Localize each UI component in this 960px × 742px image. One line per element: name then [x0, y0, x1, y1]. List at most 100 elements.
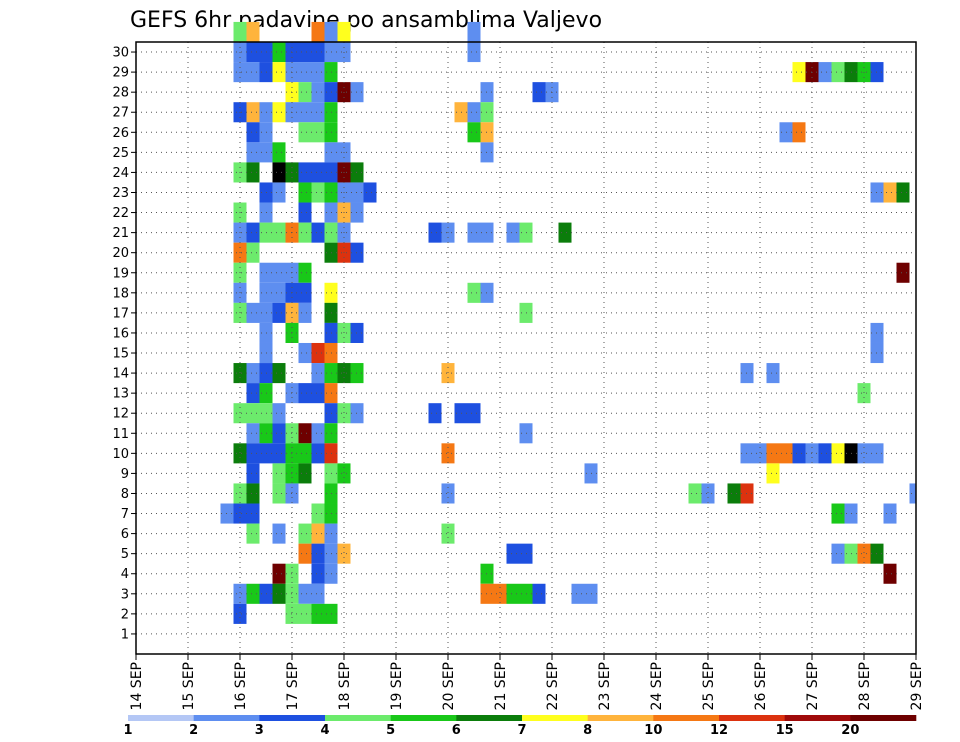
heatmap-cell	[246, 523, 260, 544]
heatmap-cell	[246, 583, 260, 604]
colorbar-swatch	[653, 715, 720, 721]
heatmap-cell	[896, 182, 910, 203]
heatmap-cell	[272, 102, 286, 123]
heatmap-cell	[467, 102, 481, 123]
x-tick-label: 26 SEP	[753, 662, 769, 710]
colorbar-swatch	[456, 715, 523, 721]
heatmap-cell	[558, 222, 572, 243]
heatmap-cell	[272, 443, 286, 464]
heatmap-cell	[311, 383, 325, 404]
colorbar-swatch	[522, 715, 588, 721]
heatmap-cell	[298, 603, 312, 624]
heatmap-cell	[532, 583, 546, 604]
colorbar-tick-label: 15	[776, 723, 794, 738]
heatmap-cell	[233, 21, 247, 42]
heatmap-cell	[246, 363, 260, 384]
heatmap-cell	[298, 42, 312, 63]
heatmap-cell	[311, 342, 325, 364]
heatmap-cell	[467, 122, 481, 143]
colorbar-tick-label: 10	[644, 723, 662, 738]
heatmap-cell	[246, 443, 260, 464]
heatmap-cell	[311, 543, 325, 564]
heatmap-cell	[831, 62, 845, 83]
heatmap-cell	[441, 443, 455, 464]
heatmap-cell	[298, 543, 312, 564]
heatmap-cell	[311, 21, 325, 42]
heatmap-cell	[298, 523, 312, 544]
x-tick-label: 23 SEP	[597, 662, 613, 710]
y-tick-label: 5	[121, 547, 129, 562]
heatmap-cell	[233, 503, 247, 524]
heatmap-cell	[311, 102, 325, 123]
x-tick-label: 14 SEP	[129, 662, 145, 710]
heatmap-cell	[233, 363, 247, 384]
heatmap-cell	[272, 62, 286, 83]
heatmap-cell	[467, 42, 481, 63]
heatmap-cell	[311, 162, 325, 183]
heatmap-cell	[246, 242, 260, 263]
heatmap-cell	[233, 583, 247, 604]
y-tick-label: 14	[112, 367, 129, 382]
heatmap-cell	[896, 262, 910, 283]
colorbar-tick-label: 7	[517, 723, 526, 738]
heatmap-cell	[831, 543, 845, 564]
heatmap-cell	[298, 182, 312, 203]
heatmap-cell	[298, 102, 312, 123]
heatmap-cell	[506, 543, 520, 564]
y-tick-label: 8	[121, 487, 129, 502]
heatmap-cell	[506, 222, 520, 243]
heatmap-cell	[298, 162, 312, 183]
heatmap-cell	[298, 262, 312, 283]
colorbar-swatch	[390, 715, 457, 721]
heatmap-cell	[272, 262, 286, 283]
colorbar-swatch	[259, 715, 326, 721]
heatmap-cell	[298, 342, 312, 364]
heatmap-cell	[298, 423, 312, 444]
heatmap-cell	[311, 82, 325, 103]
heatmap-cell	[311, 42, 325, 63]
heatmap-cell	[311, 182, 325, 203]
heatmap-cell	[272, 583, 286, 604]
heatmap-cell	[246, 21, 260, 42]
heatmap-cell	[441, 483, 455, 504]
heatmap-cell	[766, 363, 780, 384]
heatmap-cell	[233, 443, 247, 464]
y-tick-label: 29	[112, 66, 129, 81]
heatmap-cell	[298, 82, 312, 103]
y-tick-label: 9	[121, 467, 129, 482]
heatmap-cell	[337, 543, 351, 564]
colorbar-tick-label: 12	[710, 723, 728, 738]
colorbar-legend: 1 2 3 4 5 6 7 8 10 12 15 20	[123, 715, 917, 738]
heatmap-cell	[766, 463, 780, 484]
y-axis-member-ticks: 1234567891011121314151617181920212223242…	[112, 46, 136, 642]
heatmap-cell	[831, 443, 845, 464]
heatmap-cell	[311, 563, 325, 584]
heatmap-cell	[441, 523, 455, 544]
heatmap-cell	[311, 122, 325, 143]
heatmap-cell	[246, 403, 260, 424]
y-tick-label: 28	[112, 86, 129, 101]
heatmap-cell	[532, 82, 546, 103]
heatmap-cell	[233, 403, 247, 424]
heatmap-cell	[818, 62, 832, 83]
heatmap-cell	[272, 523, 286, 544]
colorbar-swatch	[784, 715, 851, 721]
heatmap-cell	[272, 363, 286, 384]
heatmap-cell	[298, 282, 312, 303]
y-tick-label: 27	[112, 106, 129, 121]
heatmap-cell	[311, 222, 325, 243]
y-tick-label: 15	[112, 347, 129, 362]
heatmap-cell	[246, 62, 260, 83]
colorbar-tick-label: 6	[452, 723, 461, 738]
y-tick-label: 3	[121, 587, 129, 602]
heatmap-cell	[246, 463, 260, 484]
heatmap-cell	[467, 21, 481, 42]
colorbar-tick-label: 1	[123, 723, 132, 738]
y-tick-label: 17	[112, 306, 129, 321]
heatmap-cell	[272, 403, 286, 424]
y-tick-label: 2	[121, 607, 129, 622]
heatmap-cell	[298, 463, 312, 484]
heatmap-cell	[272, 302, 286, 323]
heatmap-cell	[792, 443, 806, 464]
colorbar-tick-label: 20	[841, 723, 859, 738]
